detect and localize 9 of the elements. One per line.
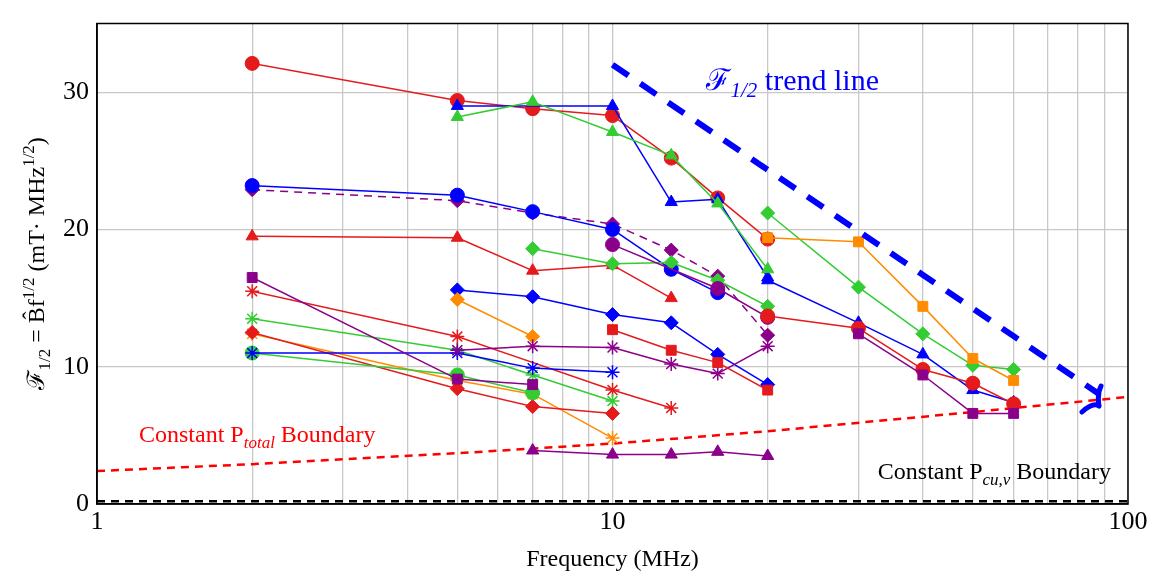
- y-tick-label: 0: [76, 487, 89, 517]
- x-tick-label: 1: [90, 506, 104, 536]
- y-tick-label: 20: [63, 213, 89, 243]
- x-tick-label: 100: [1108, 506, 1148, 536]
- y-tick-label: 30: [63, 76, 89, 106]
- x-tick-label: 10: [599, 506, 626, 536]
- y-tick-label: 10: [63, 350, 89, 380]
- y-axis-title: ℱ1/2 = B̂f1/2 (mT· MHz1/2): [19, 137, 54, 392]
- x-axis-title: Frequency (MHz): [526, 544, 699, 571]
